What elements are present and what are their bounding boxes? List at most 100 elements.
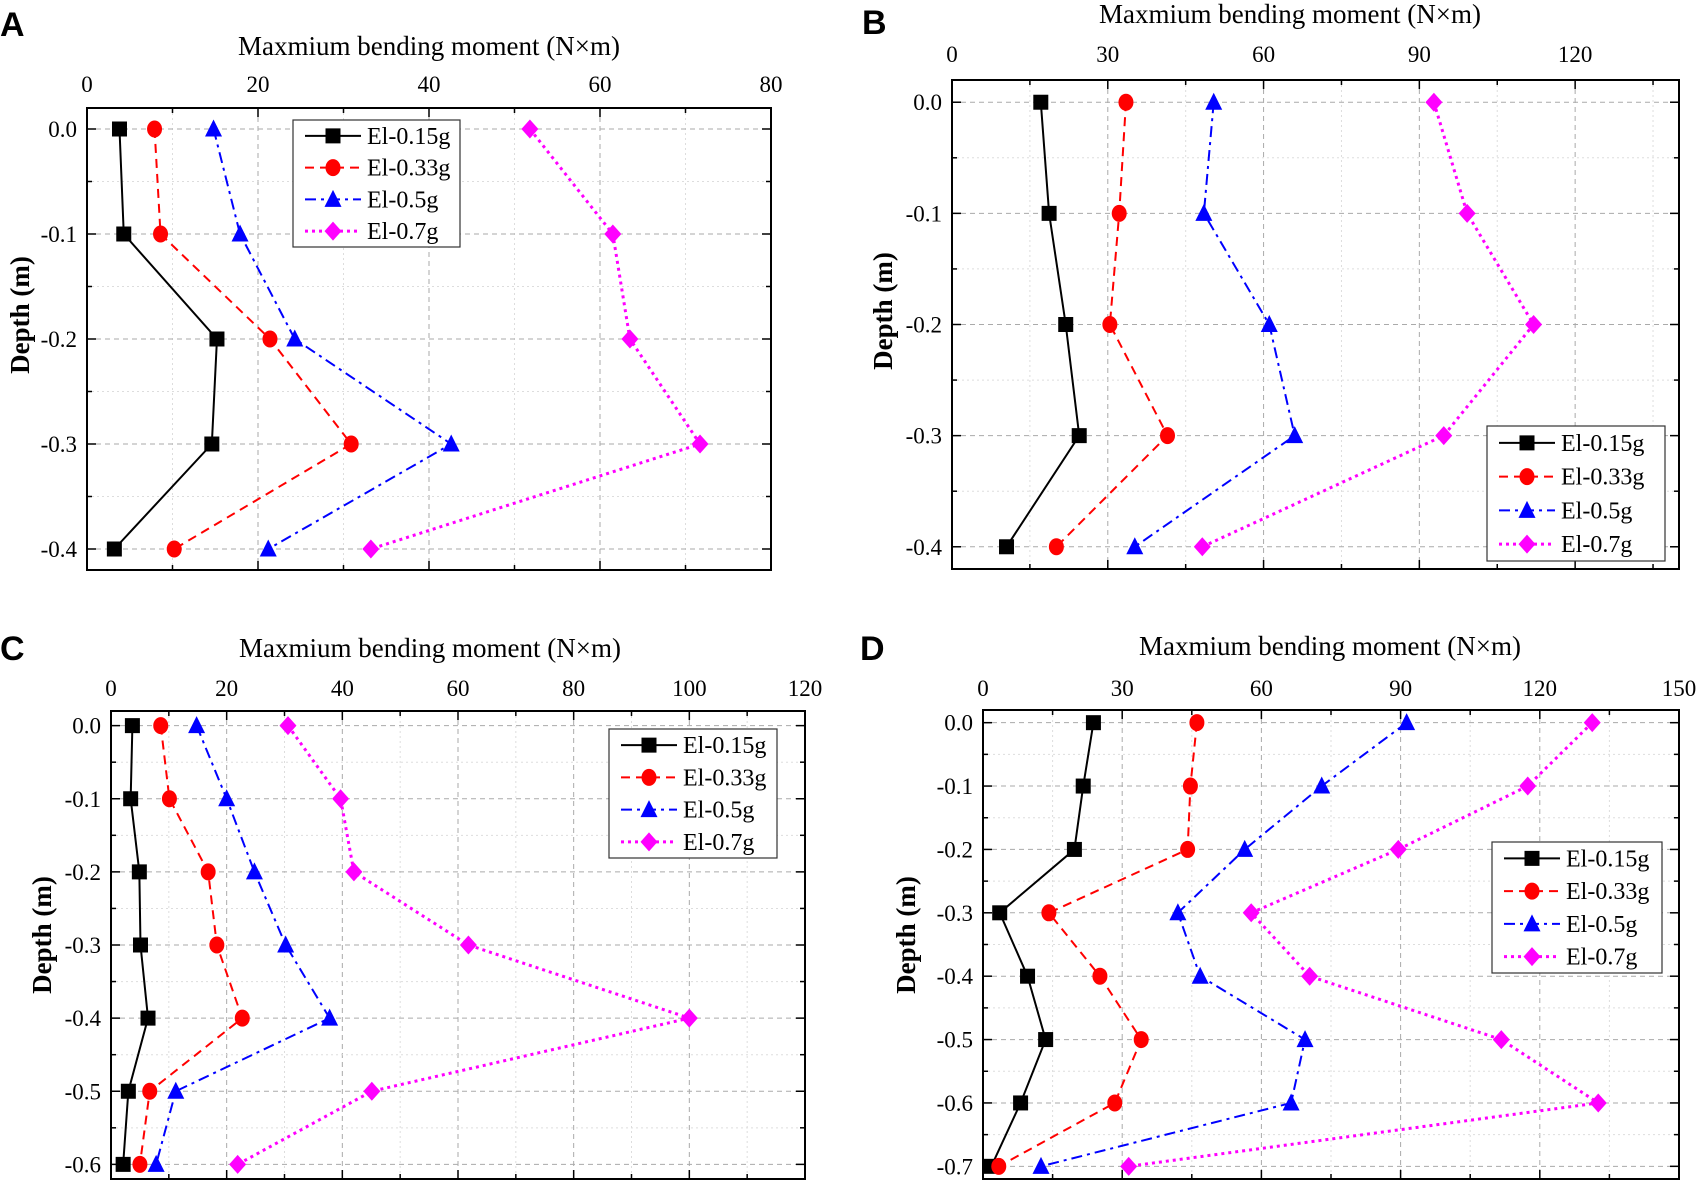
- data-point: [1389, 839, 1407, 859]
- data-point: [1020, 968, 1036, 984]
- data-point: [1107, 1094, 1123, 1112]
- data-point: [111, 121, 127, 137]
- legend-entry: El-0.7g: [683, 830, 754, 856]
- panel-b: 0 30 60 90 120 0.0 -0.1 -0.2 -0.3 -0.4 Maxmium ben…: [862, 0, 1680, 570]
- series-el-0-33g: [132, 717, 250, 1173]
- legend-entry: El-0.5g: [683, 798, 754, 824]
- data-point: [115, 1156, 131, 1172]
- legend-marker: [1518, 500, 1536, 518]
- data-point: [142, 1082, 158, 1100]
- data-point: [459, 935, 477, 955]
- data-point: [1519, 776, 1537, 796]
- data-point: [1133, 1031, 1149, 1049]
- y-tick-label: -0.3: [65, 933, 101, 958]
- data-point: [231, 224, 249, 242]
- series-el-0-5g: [1126, 92, 1304, 555]
- data-point: [1058, 317, 1074, 332]
- y-tick-label: -0.3: [41, 432, 77, 457]
- y-tick-label: -0.4: [937, 964, 974, 989]
- x-tick-label: 60: [589, 72, 612, 97]
- legend-entry: El-0.15g: [683, 733, 766, 759]
- x-tick-label: 20: [247, 72, 270, 97]
- data-point: [277, 935, 295, 953]
- data-point: [140, 1010, 156, 1026]
- legend: El-0.15g El-0.33g El-0.5g El-0.7g: [1491, 841, 1663, 974]
- legend-marker: [1524, 850, 1540, 866]
- legend-entry: El-0.33g: [367, 156, 450, 182]
- data-point: [991, 1157, 1007, 1175]
- data-point: [1071, 428, 1087, 444]
- y-axis-title: Depth (m): [868, 252, 898, 370]
- data-point: [161, 790, 177, 808]
- data-point: [362, 539, 380, 559]
- x-tick-label: 120: [1523, 676, 1558, 701]
- y-tick-label: -0.5: [937, 1028, 973, 1053]
- legend-marker: [1523, 914, 1541, 932]
- data-point: [1120, 1156, 1138, 1176]
- series-line: [998, 722, 1198, 1168]
- panel-a: 0 20 40 60 80 0.0 -0.1 -0.2 -0.3 -0.4 Maxmium bend…: [0, 6, 783, 571]
- y-tick-label: -0.4: [906, 535, 943, 560]
- data-point: [1032, 1156, 1050, 1174]
- data-point: [1195, 203, 1213, 221]
- data-point: [1398, 713, 1416, 731]
- data-point: [442, 434, 460, 452]
- legend-entry: El-0.33g: [1566, 879, 1649, 905]
- x-tick-label: 40: [331, 676, 354, 701]
- x-axis-title: Maxmium bending moment (N×m): [1139, 631, 1521, 661]
- data-point: [1075, 778, 1091, 794]
- data-point: [1282, 1093, 1300, 1111]
- panel-label: D: [860, 630, 885, 668]
- legend: El-0.15g El-0.33g El-0.5g El-0.7g: [608, 728, 778, 859]
- legend-marker: [1523, 947, 1541, 967]
- x-tick-label: 60: [1250, 676, 1273, 701]
- y-tick-label: 0.0: [48, 117, 77, 142]
- legend-marker: [640, 800, 658, 818]
- legend-box: [292, 119, 461, 248]
- legend-box: [1486, 425, 1666, 562]
- x-tick-label: 0: [946, 42, 958, 67]
- data-point: [229, 1154, 247, 1174]
- legend-marker: [324, 221, 342, 241]
- data-point: [1092, 967, 1108, 985]
- y-tick-label: -0.1: [65, 787, 101, 812]
- y-tick-label: -0.2: [65, 860, 101, 885]
- data-point: [147, 120, 163, 138]
- series-el-0-33g: [991, 714, 1205, 1175]
- data-point: [204, 436, 220, 452]
- y-tick-label: -0.1: [937, 774, 973, 799]
- data-point: [1048, 538, 1064, 556]
- y-tick-label: -0.3: [937, 901, 973, 926]
- data-point: [1085, 715, 1101, 731]
- data-point: [286, 329, 304, 347]
- legend-marker: [325, 159, 341, 177]
- data-point: [188, 716, 206, 734]
- data-point: [680, 1008, 698, 1028]
- data-point: [1458, 203, 1476, 223]
- x-tick-label: 20: [215, 676, 238, 701]
- x-tick-label: 40: [418, 72, 441, 97]
- x-tick-label: 100: [672, 676, 707, 701]
- series-el-0-15g: [999, 94, 1087, 555]
- y-tick-label: 0.0: [944, 711, 973, 736]
- data-point: [1180, 840, 1196, 858]
- legend-entry: El-0.33g: [1561, 465, 1644, 491]
- data-point: [132, 937, 148, 953]
- data-point: [521, 119, 539, 139]
- panel-label: B: [862, 4, 887, 42]
- data-point: [1313, 776, 1331, 794]
- y-tick-label: -0.6: [65, 1152, 101, 1177]
- legend: El-0.15g El-0.33g El-0.5g El-0.7g: [1486, 425, 1666, 562]
- data-point: [321, 1008, 339, 1026]
- series-el-0-7g: [1193, 92, 1543, 557]
- legend-entry: El-0.5g: [1561, 498, 1632, 524]
- panel-d: 0 30 60 90 120 150 0.0 -0.1 -0.2 -0.3 -0.4 -0.5 -0.6…: [860, 630, 1697, 1180]
- series-line: [1128, 721, 1603, 1168]
- data-point: [153, 225, 169, 243]
- x-tick-label: 150: [1662, 676, 1697, 701]
- data-point: [1286, 426, 1304, 444]
- y-tick-label: 0.0: [913, 90, 942, 115]
- x-axis-title: Maxmium bending moment (N×m): [1099, 0, 1481, 29]
- data-point: [1189, 714, 1205, 732]
- data-point: [1525, 315, 1543, 334]
